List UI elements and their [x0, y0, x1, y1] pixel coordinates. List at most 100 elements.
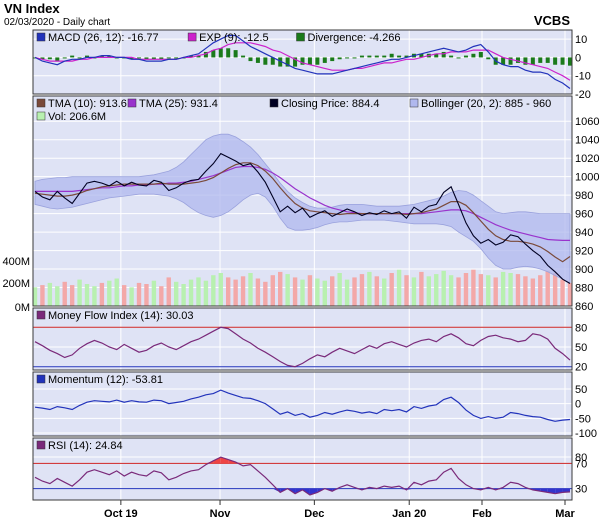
- divergence-bar: [196, 55, 201, 58]
- panel-bg-price: [33, 96, 572, 306]
- volume-bar: [441, 270, 446, 306]
- panel-frame: [32, 29, 573, 95]
- divergence-bar: [545, 57, 550, 63]
- volume-bar: [359, 274, 365, 306]
- macd-tick-label: -10: [575, 71, 591, 83]
- legend-label-mfi: Money Flow Index (14): 30.03: [48, 310, 194, 322]
- price-tick-label: 920: [575, 246, 593, 258]
- divergence-bar: [293, 57, 298, 67]
- divergence-bar: [471, 53, 476, 58]
- divergence-bar: [300, 57, 305, 65]
- volume-bar: [181, 284, 186, 306]
- chart-subtitle: 02/03/2020 - Daily chart: [4, 17, 110, 28]
- volume-bar: [136, 282, 142, 306]
- momentum-tick-label: -50: [575, 413, 591, 425]
- divergence-bar: [515, 57, 520, 63]
- mfi-tick-label: 50: [575, 342, 587, 354]
- divergence-bar: [85, 55, 90, 58]
- volume-tick-label: 0M: [15, 302, 30, 314]
- volume-bar: [248, 273, 253, 306]
- divergence-bar: [456, 57, 461, 59]
- panel-frame: [32, 307, 573, 371]
- divergence-bar: [255, 57, 260, 63]
- volume-bar: [337, 273, 342, 306]
- divergence-bar: [560, 57, 565, 65]
- price-tick-label: 1000: [575, 172, 599, 184]
- legend-swatch-momentum: [36, 374, 46, 384]
- momentum-tick-label: -100: [575, 428, 597, 440]
- x-tick-label: Nov: [210, 508, 232, 520]
- legend-swatch-vol: [36, 111, 46, 121]
- volume-bar: [129, 287, 134, 306]
- volume-bar: [159, 286, 164, 306]
- divergence-bar: [233, 50, 238, 58]
- divergence-bar: [367, 55, 372, 58]
- divergence-bar: [523, 57, 528, 65]
- rsi-oversold-fill: [540, 488, 548, 493]
- legend-swatch-mfi: [36, 310, 46, 320]
- legend-label-tma25: TMA (25): 931.4: [139, 98, 218, 110]
- divergence-bar: [218, 48, 223, 58]
- brand-label: VCBS: [534, 13, 570, 28]
- divergence-bar: [374, 55, 379, 58]
- divergence-bar: [322, 57, 327, 63]
- macd-line: [34, 34, 571, 89]
- divergence-bar: [62, 57, 67, 59]
- volume-bar: [538, 275, 543, 306]
- price-tick-label: 860: [575, 301, 593, 313]
- panel-frame: [32, 95, 573, 307]
- volume-bar: [114, 278, 119, 306]
- volume-bar: [411, 277, 417, 306]
- divergence-bar: [404, 55, 409, 58]
- divergence-bar: [144, 57, 149, 60]
- macd-tick-label: 10: [575, 34, 587, 46]
- rsi-line: [34, 456, 571, 496]
- volume-bar: [471, 269, 476, 306]
- mfi-tick-label: 20: [575, 362, 587, 374]
- rsi-overbought-fill: [220, 457, 229, 464]
- volume-bar: [508, 273, 513, 306]
- volume-bar: [426, 276, 432, 306]
- divergence-bar: [159, 57, 164, 60]
- volume-bar: [233, 279, 238, 306]
- divergence-bar: [70, 55, 75, 58]
- price-tick-label: 940: [575, 227, 593, 239]
- legend-swatch-bollinger: [409, 98, 419, 108]
- volume-bar: [567, 282, 573, 306]
- divergence-bar: [530, 57, 535, 65]
- volume-bar: [307, 275, 313, 306]
- divergence-bar: [337, 57, 342, 60]
- volume-bar: [389, 273, 394, 306]
- legend-swatch-close: [269, 98, 279, 108]
- divergence-bar: [203, 51, 208, 58]
- volume-bar: [263, 281, 268, 306]
- divergence-bar: [107, 55, 112, 58]
- volume-bar: [77, 279, 82, 306]
- volume-bar: [515, 274, 521, 306]
- divergence-bar: [47, 57, 52, 60]
- volume-bar: [545, 270, 550, 306]
- volume-bar: [40, 285, 45, 306]
- momentum-line: [34, 389, 571, 422]
- momentum-tick-label: 0: [575, 399, 581, 411]
- volume-bar: [322, 280, 327, 306]
- legend-label-close: Closing Price: 884.4: [281, 98, 379, 110]
- volume-bar: [285, 274, 290, 306]
- volume-bar: [218, 273, 223, 306]
- macd-tick-label: 0: [575, 52, 581, 64]
- volume-bar: [486, 275, 491, 306]
- divergence-bar: [419, 53, 424, 58]
- volume-bar: [456, 277, 461, 306]
- volume-bar: [292, 277, 298, 306]
- mfi-tick-label: 80: [575, 322, 587, 334]
- volume-bar: [493, 277, 498, 306]
- divergence-bar: [389, 53, 394, 58]
- volume-bar: [330, 276, 335, 306]
- divergence-bar: [285, 57, 290, 67]
- x-tick-label: Oct 19: [104, 508, 138, 520]
- volume-bar: [367, 271, 372, 306]
- volume-bar: [523, 276, 528, 306]
- legend-swatch-exp: [187, 32, 197, 42]
- divergence-bar: [434, 53, 439, 58]
- volume-bar: [240, 276, 246, 306]
